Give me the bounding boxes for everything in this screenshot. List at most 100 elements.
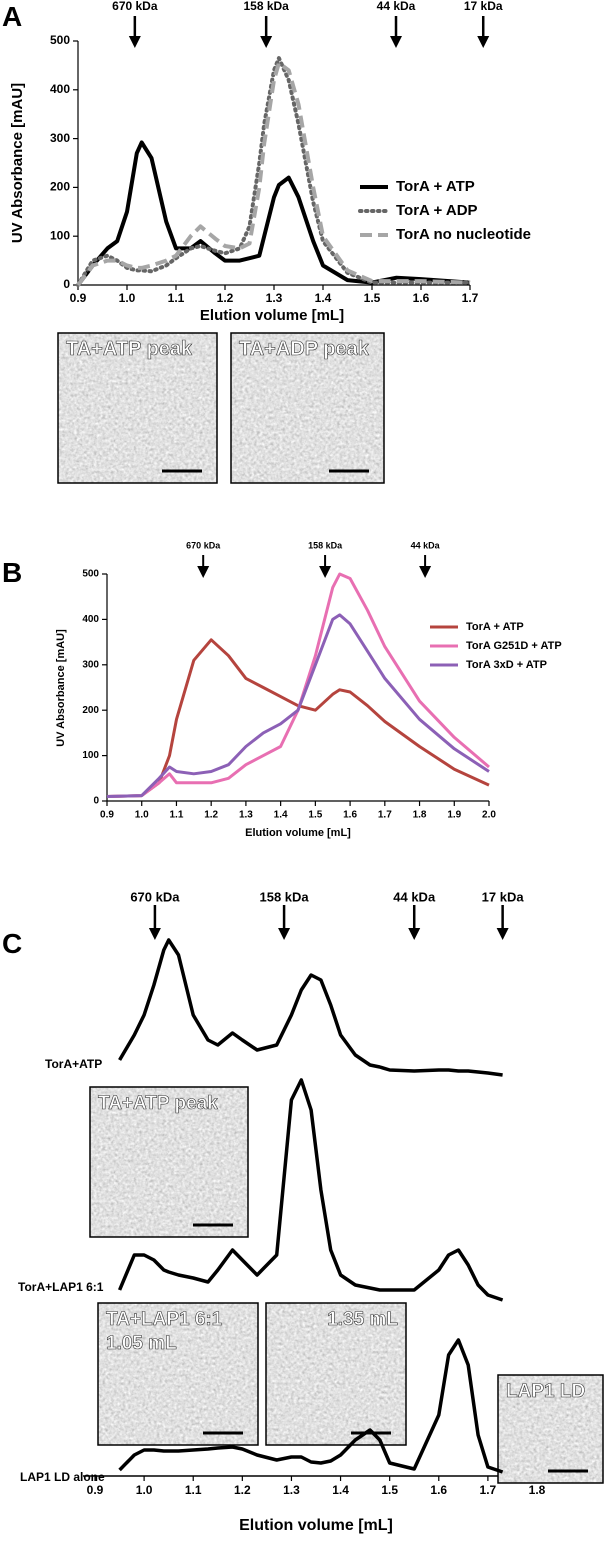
micrograph-border (89, 1086, 249, 1238)
marker-label: 158 kDa (308, 540, 343, 550)
micrograph-border (230, 332, 385, 484)
marker-arrowhead (319, 566, 332, 578)
x-axis-title: Elution volume [mL] (239, 1517, 393, 1534)
y-axis-title: UV Absorbance [mAU] (55, 629, 67, 747)
y-tick-label: 100 (50, 228, 70, 242)
micrograph-border (497, 1374, 604, 1484)
y-tick-label: 500 (50, 33, 70, 47)
y-tick-label: 0 (93, 796, 99, 807)
x-tick-label: 1.3 (239, 810, 253, 821)
x-tick-label: 1.3 (283, 1483, 300, 1497)
trace-label: LAP1 LD alone (20, 1470, 105, 1484)
x-tick-label: 1.5 (308, 810, 322, 821)
y-axis-title: UV Absorbance [mAU] (9, 83, 26, 243)
marker-arrowhead (419, 566, 432, 578)
marker-arrowhead (128, 36, 141, 48)
marker-label: 17 kDa (482, 889, 525, 904)
series-line (106, 613, 490, 798)
x-tick-label: 1.0 (135, 810, 149, 821)
x-tick-label: 1.6 (430, 1483, 447, 1497)
x-tick-label: 1.0 (136, 1483, 153, 1497)
y-tick-label: 100 (82, 750, 99, 761)
micrograph (265, 1302, 407, 1446)
x-tick-label: 1.1 (185, 1483, 202, 1497)
marker-arrowhead (496, 928, 509, 940)
x-tick-label: 1.9 (447, 810, 461, 821)
x-tick-label: 1.0 (119, 291, 136, 305)
legend-label: TorA + ATP (466, 621, 524, 633)
marker-label: 158 kDa (259, 889, 309, 904)
marker-arrowhead (408, 928, 421, 940)
series-line (76, 140, 471, 287)
x-tick-label: 1.4 (315, 291, 332, 305)
trace-label: TorA+ATP (45, 1057, 102, 1071)
x-tick-label: 1.6 (413, 291, 430, 305)
x-tick-label: 1.1 (168, 291, 185, 305)
trace-label: TorA+LAP1 6:1 (18, 1280, 104, 1294)
inset-label: LAP1 LD (506, 1381, 585, 1402)
x-tick-label: 0.9 (100, 810, 114, 821)
x-tick-label: 1.8 (413, 810, 427, 821)
inset-label: TA+ATP peak (66, 338, 193, 360)
inset-label: TA+ADP peak (239, 338, 370, 360)
inset-label: TA+ATP peak (98, 1093, 218, 1114)
x-tick-label: 1.6 (343, 810, 357, 821)
trace-line (118, 1338, 504, 1474)
panel-label: C (2, 928, 22, 959)
marker-label: 670 kDa (186, 540, 221, 550)
y-tick-label: 400 (50, 82, 70, 96)
series-line (106, 572, 490, 798)
micrograph (497, 1374, 604, 1484)
x-tick-label: 1.4 (274, 810, 288, 821)
legend-label: TorA G251D + ATP (466, 640, 562, 652)
panel-label: A (2, 1, 22, 32)
trace-line (117, 1078, 504, 1302)
marker-label: 670 kDa (112, 0, 158, 13)
x-tick-label: 1.2 (234, 1483, 251, 1497)
series-line (76, 56, 472, 287)
marker-arrowhead (477, 36, 490, 48)
micrograph-border (265, 1302, 407, 1446)
marker-arrowhead (390, 36, 403, 48)
panel-label: B (2, 557, 22, 588)
x-tick-label: 1.5 (381, 1483, 398, 1497)
legend-label: TorA + ADP (396, 202, 478, 219)
series-line (106, 638, 490, 798)
legend-label: TorA no nucleotide (396, 226, 531, 243)
inset-label: 1.35 mL (327, 1309, 398, 1330)
x-tick-label: 1.5 (364, 291, 381, 305)
marker-arrowhead (197, 566, 210, 578)
x-tick-label: 1.7 (480, 1483, 497, 1497)
marker-label: 670 kDa (130, 889, 180, 904)
x-tick-label: 1.3 (266, 291, 283, 305)
marker-label: 44 kDa (377, 0, 416, 13)
inset-label: 1.05 mL (106, 1333, 177, 1354)
inset-label: TA+LAP1 6:1 (106, 1309, 223, 1330)
y-tick-label: 200 (82, 705, 99, 716)
y-tick-label: 400 (82, 614, 99, 625)
legend-label: TorA 3xD + ATP (466, 659, 547, 671)
x-tick-label: 1.8 (529, 1483, 546, 1497)
x-axis-title: Elution volume [mL] (200, 307, 344, 324)
x-tick-label: 0.9 (70, 291, 87, 305)
x-tick-label: 0.9 (87, 1483, 104, 1497)
x-tick-label: 1.2 (204, 810, 218, 821)
y-tick-label: 500 (82, 569, 99, 580)
y-tick-label: 200 (50, 180, 70, 194)
series-line (76, 61, 471, 287)
micrograph (97, 1302, 259, 1446)
micrograph-border (57, 332, 218, 484)
trace-line (118, 938, 503, 1077)
y-tick-label: 300 (50, 131, 70, 145)
x-axis-title: Elution volume [mL] (245, 827, 351, 839)
x-tick-label: 2.0 (482, 810, 496, 821)
marker-label: 158 kDa (243, 0, 289, 13)
marker-label: 17 kDa (464, 0, 503, 13)
marker-label: 44 kDa (411, 540, 441, 550)
legend-label: TorA + ATP (396, 178, 475, 195)
y-tick-label: 300 (82, 659, 99, 670)
marker-arrowhead (260, 36, 273, 48)
x-tick-label: 1.4 (332, 1483, 349, 1497)
micrograph-border (97, 1302, 259, 1446)
